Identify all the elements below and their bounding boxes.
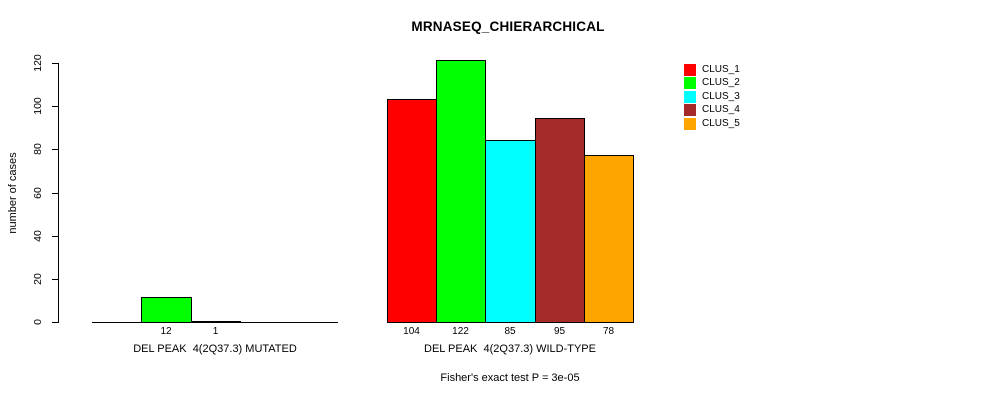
x-axis-group-label-wild-type: DEL PEAK 4(2Q37.3) WILD-TYPE (424, 343, 596, 355)
y-axis-tick (52, 235, 59, 237)
bar-wild-type-clus_4 (535, 118, 585, 323)
y-axis-tick (52, 63, 59, 64)
y-axis-tick-label: 0 (32, 319, 44, 325)
bar-wild-type-clus_1 (387, 99, 437, 323)
legend-swatch-clus_4 (684, 104, 696, 117)
y-axis-tick-label: 100 (32, 97, 44, 115)
legend-label-clus_1: CLUS_1 (702, 64, 740, 75)
y-axis-tick-label: 40 (32, 229, 44, 242)
legend-label-clus_4: CLUS_4 (702, 104, 740, 116)
legend-swatch-clus_2 (684, 77, 696, 90)
y-axis-tick-label: 120 (32, 54, 44, 72)
y-axis-tick-label: 60 (32, 186, 44, 199)
y-axis-tick-label: 20 (32, 272, 44, 285)
legend-label-clus_3: CLUS_3 (702, 90, 740, 102)
y-axis-tick (52, 192, 59, 194)
legend-swatch-clus_3 (684, 90, 696, 103)
legend-label-clus_2: CLUS_2 (702, 77, 740, 89)
fisher-test-annotation: Fisher's exact test P = 3e-05 (440, 372, 580, 384)
bar-mutated-clus_2 (141, 297, 192, 323)
y-axis-tick (52, 322, 59, 323)
bar-value-label: 104 (403, 326, 420, 337)
x-axis-group-label-mutated: DEL PEAK 4(2Q37.3) MUTATED (133, 343, 297, 355)
y-axis-tick (52, 278, 59, 280)
y-axis-tick-label: 80 (32, 143, 44, 156)
bar-value-label: 122 (452, 326, 469, 337)
bar-wild-type-clus_3 (485, 140, 536, 323)
y-axis-tick (52, 149, 59, 151)
bar-value-label: 95 (553, 326, 566, 337)
chart-title: MRNASEQ_CHIERARCHICAL (411, 19, 605, 34)
bar-value-label: 1 (212, 326, 219, 337)
legend-label-clus_5: CLUS_5 (702, 117, 740, 129)
y-axis-title: number of cases (7, 152, 19, 234)
legend-swatch-clus_5 (684, 117, 696, 130)
bar-value-label: 78 (602, 326, 615, 337)
bar-mutated-clus_3 (191, 321, 241, 323)
y-axis-tick (52, 106, 59, 108)
bar-wild-type-clus_5 (584, 155, 634, 323)
legend-swatch-clus_1 (684, 64, 696, 76)
bar-value-label: 85 (504, 326, 516, 337)
bar-value-label: 12 (160, 326, 172, 337)
bar-wild-type-clus_2 (436, 60, 486, 323)
